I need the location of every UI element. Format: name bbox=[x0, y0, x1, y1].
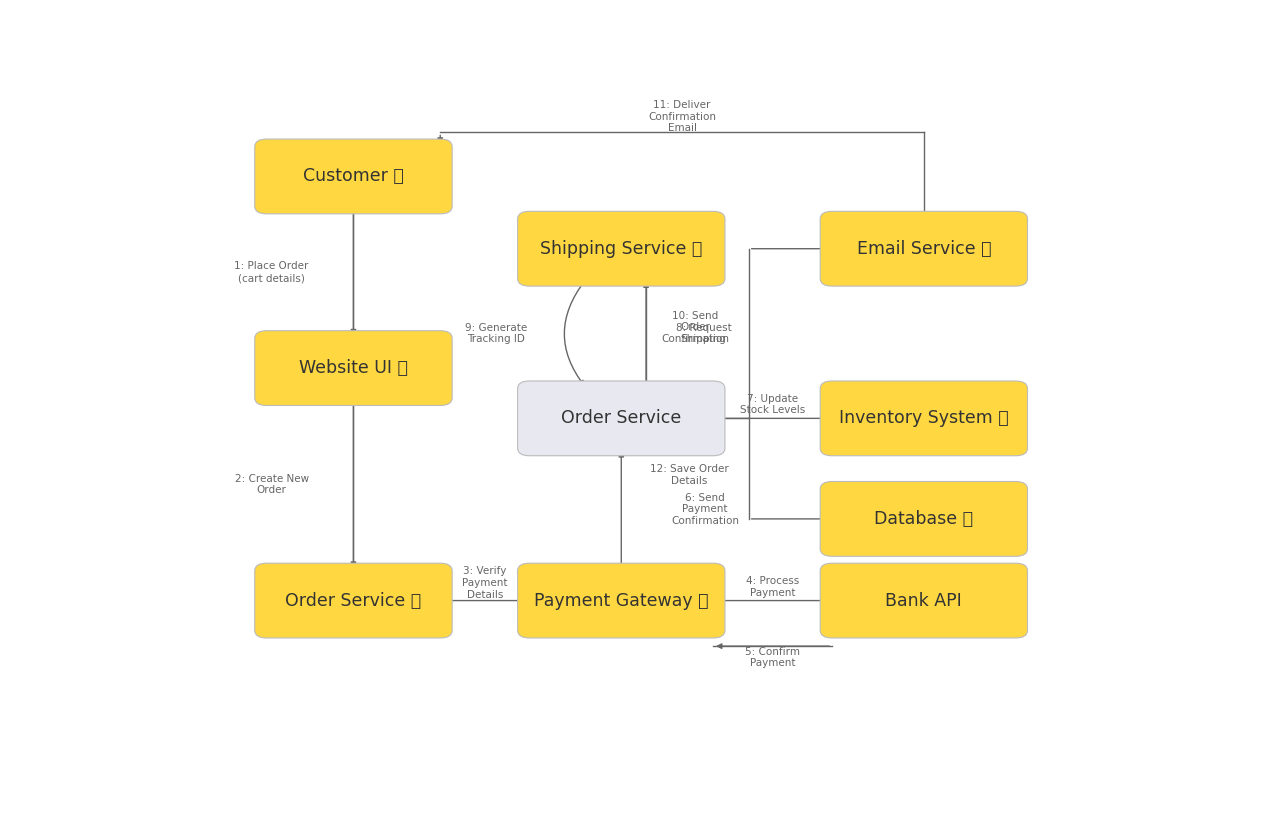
Text: 5: Confirm
Payment: 5: Confirm Payment bbox=[745, 646, 800, 668]
Text: Database 🗄: Database 🗄 bbox=[874, 510, 973, 528]
Text: 12: Save Order
Details: 12: Save Order Details bbox=[650, 464, 728, 486]
Text: Inventory System 📊: Inventory System 📊 bbox=[838, 410, 1009, 428]
FancyBboxPatch shape bbox=[255, 139, 452, 214]
Text: 11: Deliver
Confirmation
Email: 11: Deliver Confirmation Email bbox=[648, 100, 716, 133]
FancyBboxPatch shape bbox=[820, 481, 1028, 557]
Text: Order Service 📦: Order Service 📦 bbox=[285, 592, 421, 610]
Text: 2: Create New
Order: 2: Create New Order bbox=[234, 473, 308, 495]
FancyBboxPatch shape bbox=[517, 563, 724, 638]
Text: 9: Generate
Tracking ID: 9: Generate Tracking ID bbox=[465, 323, 527, 344]
Text: Customer 🧑: Customer 🧑 bbox=[303, 167, 403, 185]
Text: 1: Place Order
(cart details): 1: Place Order (cart details) bbox=[234, 261, 308, 283]
Text: 3: Verify
Payment
Details: 3: Verify Payment Details bbox=[462, 566, 508, 600]
Text: Order Service: Order Service bbox=[561, 410, 681, 428]
Text: 6: Send
Payment
Confirmation: 6: Send Payment Confirmation bbox=[671, 493, 739, 526]
Text: 8: Request
Shipping: 8: Request Shipping bbox=[676, 323, 732, 344]
FancyBboxPatch shape bbox=[517, 381, 724, 456]
FancyBboxPatch shape bbox=[517, 211, 724, 286]
FancyBboxPatch shape bbox=[255, 330, 452, 406]
Text: 10: Send
Order
Confirmation: 10: Send Order Confirmation bbox=[660, 311, 728, 344]
Text: Payment Gateway 💳: Payment Gateway 💳 bbox=[534, 592, 709, 610]
Text: Website UI 🖥: Website UI 🖥 bbox=[300, 359, 408, 377]
FancyBboxPatch shape bbox=[820, 211, 1028, 286]
FancyBboxPatch shape bbox=[255, 563, 452, 638]
Text: 4: Process
Payment: 4: Process Payment bbox=[746, 576, 799, 597]
FancyBboxPatch shape bbox=[820, 563, 1028, 638]
Text: Email Service 📧: Email Service 📧 bbox=[856, 240, 991, 258]
Text: 7: Update
Stock Levels: 7: Update Stock Levels bbox=[740, 394, 805, 415]
FancyBboxPatch shape bbox=[820, 381, 1028, 456]
Text: Bank API: Bank API bbox=[886, 592, 963, 610]
Text: Shipping Service 🚚: Shipping Service 🚚 bbox=[540, 240, 703, 258]
